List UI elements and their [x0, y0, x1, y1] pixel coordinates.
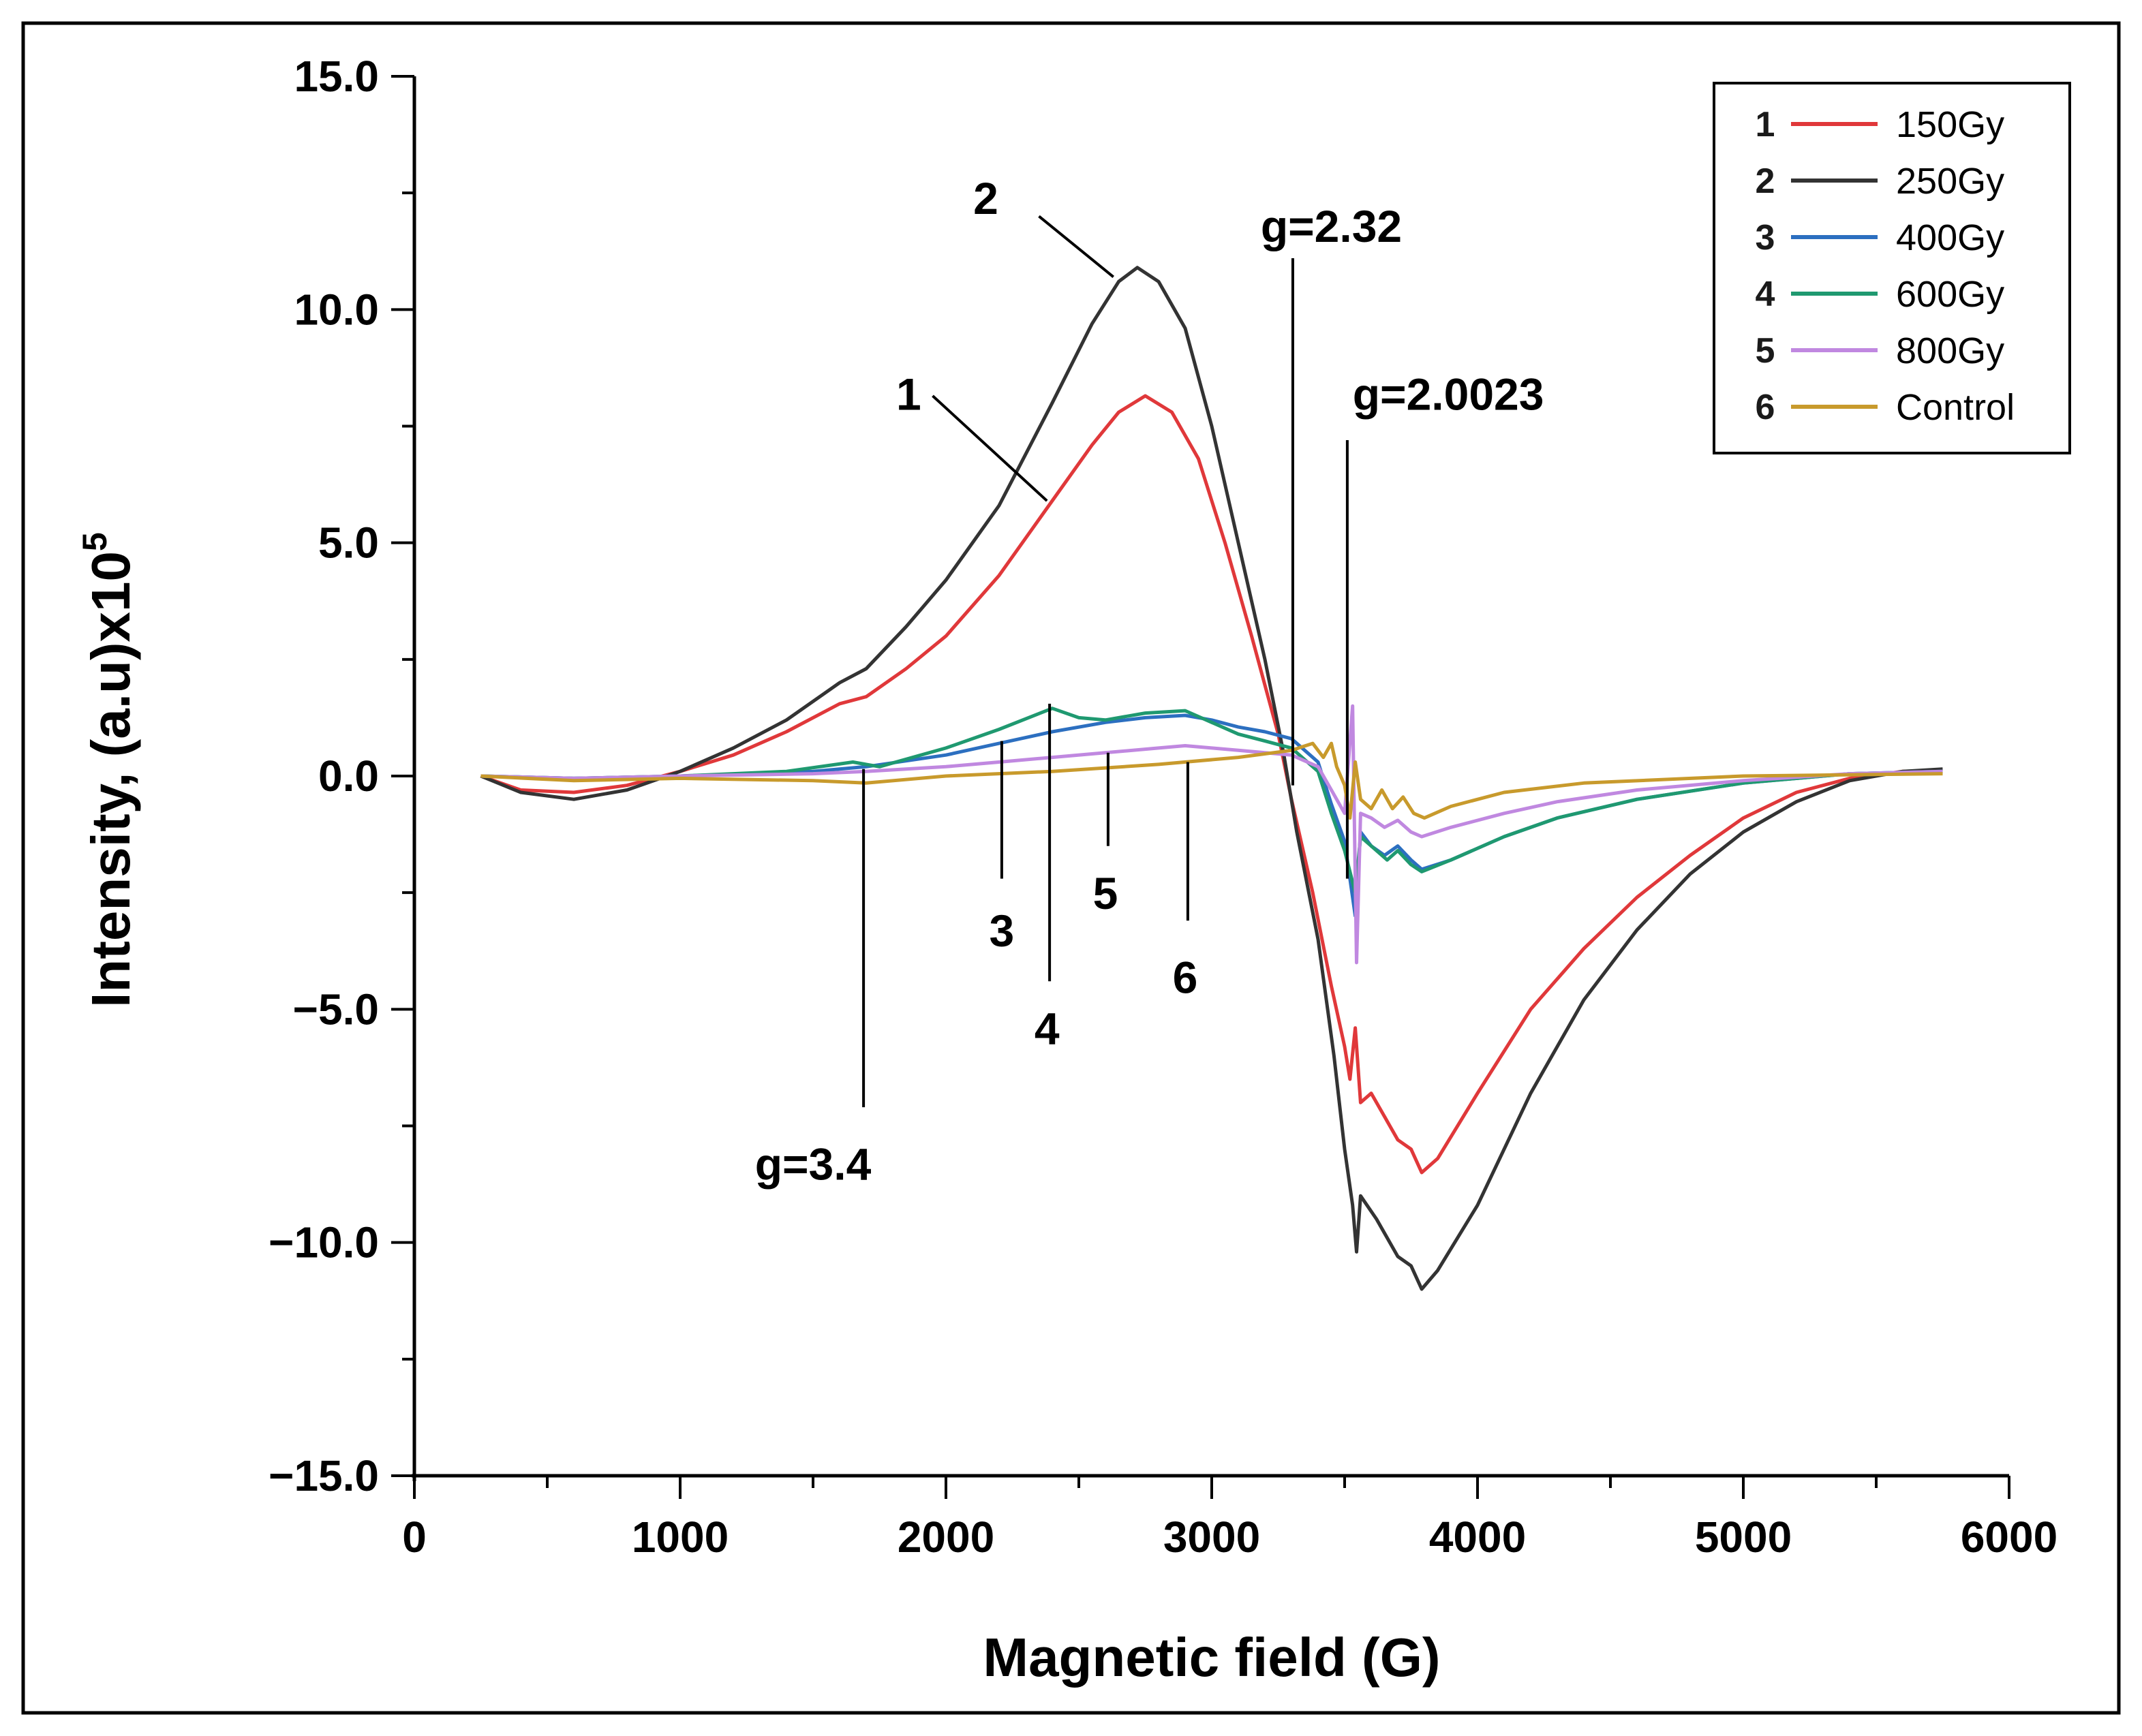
legend-box: [1713, 82, 2071, 454]
series-line-250gy: [480, 266, 1943, 1291]
annotation-label: g=2.32: [1261, 201, 1402, 251]
annotation-leader: [932, 394, 1048, 502]
legend-label: 150Gy: [1896, 104, 2004, 145]
annotation-label: 3: [990, 905, 1015, 956]
y-tick-label: 5.0: [318, 518, 379, 568]
series-line-800gy: [480, 704, 1943, 965]
y-tick-label: 0.0: [318, 751, 379, 801]
annotation-label: 5: [1093, 868, 1118, 918]
y-tick-label: −10.0: [269, 1218, 379, 1267]
legend-number: 4: [1756, 275, 1775, 314]
annotation-label: 6: [1173, 952, 1198, 1002]
legend-number: 6: [1756, 388, 1775, 427]
y-tick-label: 10.0: [294, 285, 379, 334]
annotation-label: 4: [1035, 1004, 1060, 1054]
annotation-leader: [1038, 215, 1114, 278]
annotation-label: g=3.4: [755, 1138, 872, 1189]
legend-number: 1: [1756, 105, 1775, 144]
annotation-label: 2: [973, 173, 998, 223]
legend-label: Control: [1896, 387, 2015, 428]
y-axis-title-base: Intensity, (a.u)x10: [80, 551, 141, 1008]
legend-number: 5: [1756, 331, 1775, 371]
legend-label: 250Gy: [1896, 161, 2004, 202]
x-tick-label: 0: [402, 1513, 427, 1562]
x-tick-label: 1000: [632, 1513, 729, 1562]
y-tick-label: −15.0: [269, 1451, 379, 1500]
x-tick-label: 6000: [1961, 1513, 2057, 1562]
legend-entries: 1 150Gy 2 250Gy 3 400Gy 4 600Gy 5 800Gy 6 Control: [1756, 104, 2015, 428]
legend-number: 2: [1756, 161, 1775, 201]
legend: 1 150Gy 2 250Gy 3 400Gy 4 600Gy 5 800Gy 6 Control: [1713, 82, 2071, 454]
series-line-control: [480, 741, 1943, 820]
axes: 15.0 10.0 5.0 0.0 −5.0 −10.0 −15.0 0 1000 2000 300…: [269, 52, 2057, 1562]
series-line-600gy: [480, 707, 1943, 895]
figure-border: [21, 21, 2121, 1715]
legend-number: 3: [1756, 218, 1775, 258]
series-line-400gy: [480, 713, 1943, 918]
legend-label: 600Gy: [1896, 274, 2004, 315]
legend-label: 800Gy: [1896, 330, 2004, 371]
x-tick-label: 4000: [1429, 1513, 1526, 1562]
annotation-label: 1: [896, 369, 921, 420]
y-tick-label: 15.0: [294, 52, 379, 101]
x-tick-label: 3000: [1163, 1513, 1260, 1562]
y-axis-title: Intensity, (a.u)x105: [76, 532, 141, 1008]
annotation-label: g=2.0023: [1353, 369, 1544, 420]
series-lines: [480, 266, 1943, 1291]
y-axis-title-exponent: 5: [76, 532, 114, 551]
series-line-150gy: [480, 394, 1943, 1175]
y-tick-label: −5.0: [293, 985, 379, 1034]
annotations: 2 1 g=2.32 g=2.0023 34 5 6 g=3.4: [755, 173, 1544, 1189]
x-tick-label: 5000: [1695, 1513, 1792, 1562]
x-axis-title: Magnetic field (G): [983, 1627, 1440, 1688]
x-tick-label: 2000: [898, 1513, 994, 1562]
legend-label: 400Gy: [1896, 217, 2004, 258]
